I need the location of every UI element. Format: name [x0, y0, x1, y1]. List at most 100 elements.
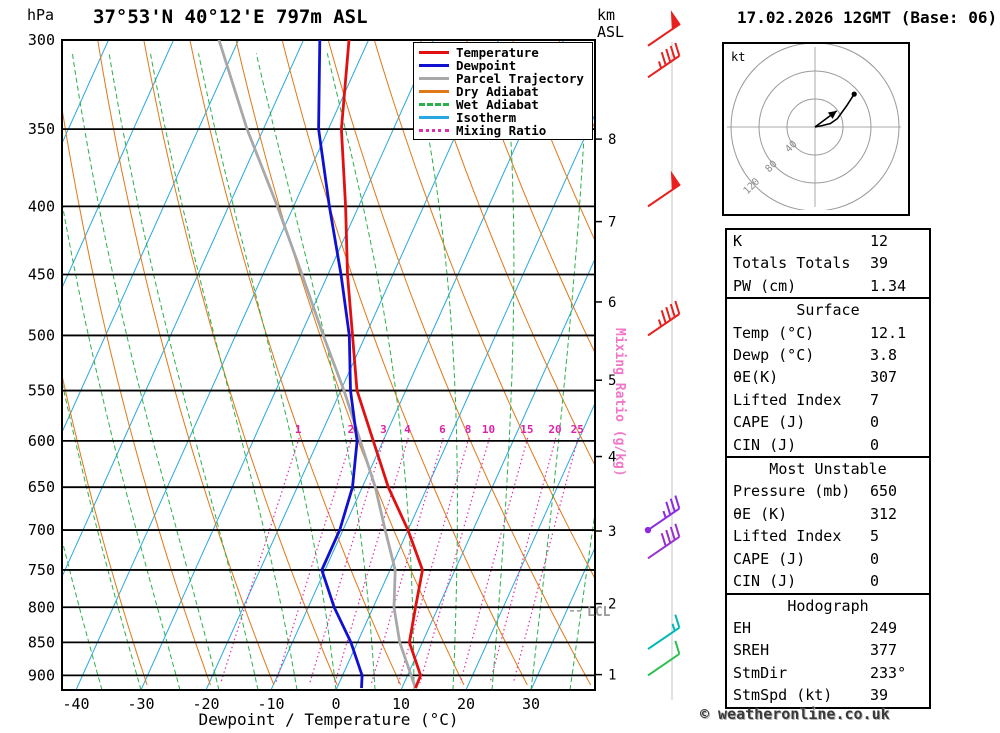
km-axis: 1 2 3 4 5 6 7 8 [595, 132, 616, 684]
stat-row: Lifted Index 7 [727, 389, 929, 411]
wind-barb [644, 495, 681, 534]
stat-row: EH 249 [727, 617, 929, 639]
stat-value: 377 [870, 641, 898, 660]
svg-text:350: 350 [28, 120, 55, 138]
chart-legend: Temperature Dewpoint Parcel Trajectory Dry … [413, 42, 593, 140]
legend-label: Wet Adiabat [456, 97, 539, 112]
pressure-axis-unit: hPa [27, 6, 55, 24]
stat-row: θE (K) 312 [727, 503, 929, 525]
stat-value: 7 [870, 390, 880, 409]
plot-frame [61, 39, 596, 691]
stats-section: Most Unstable Pressure (mb) 650 θE (K) 312 Li… [727, 456, 929, 592]
stat-label: PW (cm) [733, 276, 797, 295]
legend-item-dry-adiabat: Dry Adiabat [414, 84, 592, 99]
stat-row: Totals Totals 39 [727, 252, 929, 274]
legend-swatch [419, 129, 449, 132]
svg-text:0: 0 [331, 695, 340, 713]
stat-label: Temp (°C) [733, 323, 815, 342]
stat-value: 1.34 [870, 276, 907, 295]
svg-text:10: 10 [392, 695, 410, 713]
wet-adiabat-lines [62, 53, 595, 690]
stat-row: StmSpd (kt) 39 [727, 684, 929, 706]
page-title: 37°53'N 40°12'E 797m ASL [93, 6, 368, 28]
legend-item-wet-adiabat: Wet Adiabat [414, 97, 592, 112]
legend-label: Isotherm [456, 110, 517, 125]
svg-text:3: 3 [380, 423, 387, 436]
stat-value: 0 [870, 413, 880, 432]
stat-label: θE (K) [733, 504, 788, 523]
stat-value: 650 [870, 482, 898, 501]
stat-label: SREH [733, 641, 770, 660]
svg-text:4: 4 [404, 423, 411, 436]
legend-swatch [419, 77, 449, 80]
svg-text:6: 6 [608, 295, 616, 311]
legend-item-parcel-trajectory: Parcel Trajectory [414, 71, 592, 86]
altitude-axis-unit-km: km [597, 6, 616, 24]
legend-label: Parcel Trajectory [456, 71, 584, 86]
stat-value: 0 [870, 435, 880, 454]
stat-value: 312 [870, 504, 898, 523]
stat-row: PW (cm) 1.34 [727, 275, 929, 297]
svg-text:400: 400 [28, 197, 55, 215]
wind-barb [647, 300, 681, 337]
svg-text:5: 5 [608, 373, 616, 389]
stat-label: Pressure (mb) [733, 482, 851, 501]
stat-row: StmDir 233° [727, 662, 929, 684]
curve-dewpoint [317, 40, 364, 689]
svg-text:650: 650 [28, 478, 55, 496]
wind-barb [647, 614, 681, 650]
svg-text:-30: -30 [127, 695, 154, 713]
svg-text:25: 25 [571, 423, 584, 436]
mixing-ratio-labels: 1 2 3 4 6 8 10 15 20 25 [295, 423, 584, 436]
legend-item-dewpoint: Dewpoint [414, 58, 592, 73]
stat-label: CAPE (J) [733, 549, 806, 568]
svg-text:8: 8 [465, 423, 472, 436]
stat-row: SREH 377 [727, 639, 929, 661]
stat-value: 5 [870, 527, 880, 546]
legend-label: Mixing Ratio [456, 123, 547, 138]
stats-section: Surface Temp (°C) 12.1 Dewp (°C) 3.8 θE(K) 307… [727, 297, 929, 456]
stat-value: 12 [870, 232, 889, 250]
stat-value: 233° [870, 663, 907, 682]
wind-barb [647, 523, 681, 560]
svg-text:15: 15 [520, 423, 533, 436]
svg-text:7: 7 [608, 215, 616, 231]
svg-text:20: 20 [548, 423, 561, 436]
copyright: © weatheronline.co.uk [700, 705, 890, 723]
stat-label: Dewp (°C) [733, 346, 815, 365]
svg-text:30: 30 [522, 695, 540, 713]
temperature-tick-labels: -40 -30 -20 -10 0 10 20 30 [62, 695, 540, 713]
svg-text:20: 20 [457, 695, 475, 713]
svg-text:450: 450 [28, 266, 55, 284]
svg-text:1: 1 [295, 423, 302, 436]
mixing-ratio-lines [220, 437, 579, 684]
svg-text:-40: -40 [62, 695, 89, 713]
svg-text:500: 500 [28, 326, 55, 344]
stats-section-header: Most Unstable [769, 460, 887, 479]
svg-text:550: 550 [28, 382, 55, 400]
stat-value: 307 [870, 368, 898, 387]
stat-row: CIN (J) 0 [727, 570, 929, 592]
stat-row: K 12 [727, 230, 929, 252]
svg-text:80: 80 [763, 159, 779, 175]
legend-swatch [419, 64, 449, 67]
svg-text:6: 6 [439, 423, 446, 436]
stat-value: 3.8 [870, 346, 898, 365]
svg-text:750: 750 [28, 561, 55, 579]
svg-text:10: 10 [482, 423, 495, 436]
svg-text:300: 300 [28, 31, 55, 49]
legend-label: Dewpoint [456, 58, 517, 73]
legend-swatch [419, 90, 449, 93]
svg-text:1: 1 [608, 668, 616, 684]
sounding-curves [217, 40, 424, 689]
stat-row: Pressure (mb) 650 [727, 480, 929, 502]
stat-row: Temp (°C) 12.1 [727, 322, 929, 344]
svg-text:2: 2 [348, 423, 355, 436]
stat-row: CIN (J) 0 [727, 434, 929, 456]
svg-text:kt: kt [731, 50, 745, 64]
stat-label: StmSpd (kt) [733, 686, 833, 705]
lcl-marker: LCL [570, 605, 611, 620]
svg-text:40: 40 [783, 139, 799, 155]
stat-row: CAPE (J) 0 [727, 411, 929, 433]
